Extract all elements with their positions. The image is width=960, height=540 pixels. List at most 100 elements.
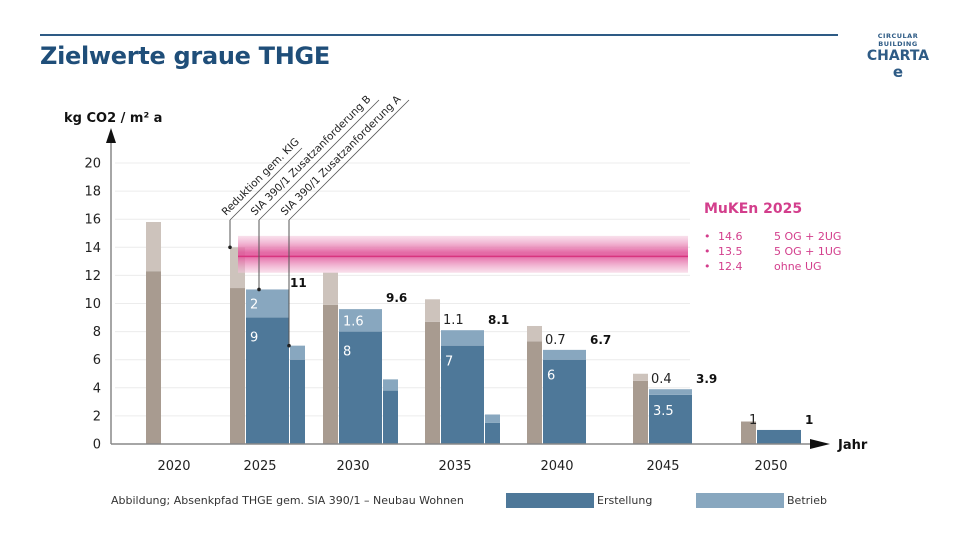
bullet: • bbox=[704, 260, 711, 273]
muken-label: 5 OG + 1UG bbox=[774, 245, 842, 258]
erstellung-bar bbox=[339, 331, 382, 444]
erstellung-bar-a bbox=[290, 359, 305, 444]
betrieb-bar bbox=[649, 389, 692, 395]
betrieb-value-label: 1 bbox=[749, 413, 757, 428]
betrieb-bar-a bbox=[485, 414, 500, 423]
y-tick-label: 0 bbox=[93, 438, 101, 453]
bullet: • bbox=[704, 230, 711, 243]
legend-label-erstellung: Erstellung bbox=[597, 494, 653, 507]
betrieb-bar bbox=[441, 330, 484, 346]
betrieb-bar bbox=[246, 289, 289, 318]
total-value-label: 6.7 bbox=[590, 333, 611, 347]
muken-label: ohne UG bbox=[774, 260, 822, 273]
erstellung-value-label: 6 bbox=[547, 369, 555, 384]
muken-band bbox=[238, 235, 688, 273]
total-value-label: 3.9 bbox=[696, 372, 717, 386]
kig-bar-lower bbox=[146, 271, 161, 444]
erstellung-bar bbox=[441, 345, 484, 444]
muken-value: 13.5 bbox=[718, 245, 743, 258]
betrieb-value-label: 0.7 bbox=[545, 333, 566, 348]
muken-value: 12.4 bbox=[718, 260, 743, 273]
y-tick-label: 8 bbox=[93, 325, 101, 340]
annotation-underline bbox=[229, 147, 303, 221]
kig-bar-upper bbox=[527, 325, 542, 342]
erstellung-bar bbox=[649, 394, 692, 444]
y-axis-title: kg CO2 / m² a bbox=[64, 111, 162, 126]
title-rule bbox=[40, 34, 838, 36]
x-tick-label: 2030 bbox=[336, 459, 369, 474]
legend-label-betrieb: Betrieb bbox=[787, 494, 827, 507]
muken-box: MuKEn 2025 • 14.6 5 OG + 2UG • 13.5 5 OG… bbox=[704, 201, 841, 274]
betrieb-value-label: 1.1 bbox=[443, 313, 464, 328]
kig-bar-lower bbox=[741, 421, 756, 444]
x-tick-label: 2050 bbox=[754, 459, 787, 474]
annotation-dot bbox=[228, 245, 232, 250]
y-tick-label: 6 bbox=[93, 353, 101, 368]
annotation-underline bbox=[258, 99, 380, 221]
figure-caption: Abbildung; Absenkpfad THGE gem. SIA 390/… bbox=[111, 494, 464, 507]
logo-line-2: BUILDING bbox=[878, 40, 918, 48]
total-value-label: 1 bbox=[805, 413, 813, 427]
y-tick-label: 12 bbox=[84, 269, 101, 284]
betrieb-value-label: 1.6 bbox=[343, 314, 364, 329]
muken-item: • 12.4 ohne UG bbox=[704, 259, 841, 274]
annotation-underline bbox=[288, 99, 410, 221]
bullet: • bbox=[704, 245, 711, 258]
legend-swatch-erstellung bbox=[506, 493, 594, 508]
y-tick-label: 4 bbox=[93, 381, 101, 396]
y-tick-label: 10 bbox=[84, 297, 101, 312]
erstellung-bar bbox=[757, 429, 801, 444]
kig-bar-lower bbox=[323, 304, 338, 444]
total-value-label: 9.6 bbox=[386, 291, 407, 305]
kig-bar-upper bbox=[633, 373, 648, 381]
muken-value: 14.6 bbox=[718, 230, 743, 243]
x-tick-label: 2045 bbox=[646, 459, 679, 474]
total-value-label: 11 bbox=[290, 276, 307, 290]
legend-swatch-betrieb bbox=[696, 493, 784, 508]
muken-label: 5 OG + 2UG bbox=[774, 230, 842, 243]
erstellung-value-label: 9 bbox=[250, 331, 258, 346]
muken-title: MuKEn 2025 bbox=[704, 201, 803, 217]
x-tick-label: 2035 bbox=[438, 459, 471, 474]
kig-bar-lower bbox=[527, 341, 542, 444]
y-axis-arrow-icon bbox=[106, 128, 116, 143]
erstellung-value-label: 8 bbox=[343, 345, 351, 360]
muken-item: • 14.6 5 OG + 2UG bbox=[704, 229, 841, 244]
y-tick-label: 18 bbox=[84, 185, 101, 200]
betrieb-value-label: 0.4 bbox=[651, 372, 672, 387]
logo-line-3: CHARTA bbox=[866, 48, 930, 64]
annotation-dot bbox=[257, 287, 261, 292]
y-tick-label: 2 bbox=[93, 409, 101, 424]
total-value-label: 8.1 bbox=[488, 313, 509, 327]
erstellung-bar-a bbox=[485, 422, 500, 444]
erstellung-value-label: 3.5 bbox=[653, 404, 674, 419]
y-tick-label: 20 bbox=[84, 157, 101, 172]
kig-bar-lower bbox=[425, 321, 440, 444]
x-tick-label: 2020 bbox=[157, 459, 190, 474]
betrieb-bar bbox=[339, 309, 382, 332]
muken-item: • 13.5 5 OG + 1UG bbox=[704, 244, 841, 259]
betrieb-bar bbox=[543, 349, 586, 360]
betrieb-bar-a bbox=[383, 379, 398, 391]
annotation-label: SIA 390/1 Zusatzanforderung A bbox=[279, 93, 404, 218]
x-axis-arrow-icon bbox=[810, 439, 830, 449]
x-tick-label: 2040 bbox=[540, 459, 573, 474]
annotation-dot bbox=[287, 343, 291, 348]
y-tick-label: 14 bbox=[84, 241, 101, 256]
betrieb-value-label: 2 bbox=[250, 298, 258, 313]
erstellung-bar bbox=[246, 317, 289, 444]
y-tick-label: 16 bbox=[84, 213, 101, 228]
erstellung-bar-a bbox=[383, 390, 398, 444]
kig-bar-lower bbox=[633, 380, 648, 444]
x-axis-title: Jahr bbox=[837, 438, 868, 453]
logo-line-1: CIRCULAR bbox=[877, 32, 919, 40]
betrieb-bar-a bbox=[290, 345, 305, 360]
erstellung-value-label: 7 bbox=[445, 355, 453, 370]
kig-bar-upper bbox=[323, 272, 338, 305]
page-title: Zielwerte graue THGE bbox=[40, 42, 331, 70]
kig-bar-lower bbox=[230, 288, 245, 444]
circular-building-charta-logo: CIRCULAR BUILDING CHARTA e bbox=[858, 32, 938, 80]
logo-e-icon: e bbox=[892, 63, 904, 81]
x-tick-label: 2025 bbox=[243, 459, 276, 474]
